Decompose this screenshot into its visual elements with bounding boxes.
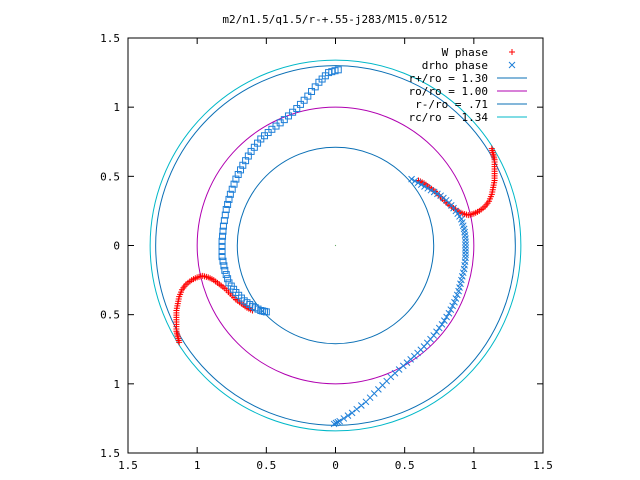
drho-phase-point: [332, 419, 340, 427]
drho-phase-point: [226, 190, 234, 198]
drho-phase-point: [435, 324, 443, 332]
drho-phase-point: [222, 271, 230, 279]
drho-phase-point: [218, 237, 226, 245]
drho-phase-point: [228, 185, 236, 193]
drho-phase-point: [300, 96, 308, 104]
y-tick-label: 1: [113, 378, 120, 391]
drho-phase-point: [445, 309, 453, 317]
drho-phase-point: [219, 227, 227, 235]
drho-phase-point: [234, 170, 242, 178]
legend-label: r+/ro = 1.30: [409, 72, 488, 85]
drho-phase-point: [357, 402, 365, 409]
drho-phase-point: [304, 92, 312, 100]
legend-marker: [508, 61, 516, 69]
drho-phase-point: [330, 420, 338, 428]
drho-phase-point: [453, 291, 461, 299]
drho-phase-point: [237, 166, 245, 174]
x-tick-label: 0.5: [256, 459, 276, 472]
drho-phase-point: [218, 253, 226, 261]
drho-phase-point: [462, 244, 469, 252]
drho-phase-point: [284, 112, 292, 120]
drho-phase-point: [224, 275, 232, 283]
circle-ro: [196, 106, 475, 385]
x-tick-label: 0: [332, 459, 339, 472]
axis-ticks: 1.5 1 0.5 0 0.5 1 1.51.510.500.511.5: [100, 32, 553, 472]
drho-phase-point: [289, 108, 297, 116]
drho-phase-point: [462, 241, 469, 249]
drho-phase-point: [462, 251, 469, 259]
drho-phase-point: [353, 405, 361, 413]
legend-label: W phase: [442, 46, 488, 59]
drho-phase-point: [408, 175, 415, 183]
drho-phase-point: [348, 409, 356, 417]
drho-phase-point: [315, 78, 323, 86]
x-tick-label: 0.5: [395, 459, 415, 472]
legend-label: rc/ro = 1.34: [409, 111, 489, 124]
x-tick-label: 1: [194, 459, 201, 472]
drho-phase-point: [451, 298, 458, 306]
drho-phase-point: [219, 232, 227, 240]
drho-phase-point: [438, 320, 446, 328]
drho-phase-point: [417, 181, 425, 188]
legend-label: ro/ro = 1.00: [409, 85, 488, 98]
x-tick-label: 1: [471, 459, 478, 472]
drho-phase-point: [311, 83, 319, 91]
y-tick-label: 0.5: [100, 170, 120, 183]
drho-phase-point: [262, 308, 270, 316]
drho-phase-point: [452, 295, 460, 302]
drho-phase-point: [218, 247, 226, 255]
drho-phase-point: [225, 195, 233, 203]
y-tick-label: 0: [113, 240, 120, 253]
drho-phase-point: [424, 184, 432, 192]
drho-phase-point: [232, 175, 240, 183]
drho-phase-point: [421, 183, 428, 190]
drho-phase-point: [462, 248, 469, 255]
drho-phase-point: [308, 87, 316, 95]
y-tick-label: 1.5: [100, 447, 120, 460]
drho-phase-point: [219, 222, 227, 230]
drho-phase-point: [220, 262, 228, 270]
legend-marker: [509, 49, 515, 55]
drho-phase-point: [293, 105, 301, 113]
drho-phase-point: [455, 287, 462, 295]
drho-phase-point: [443, 313, 450, 321]
legend-label: r-/ro = .71: [415, 98, 488, 111]
drho-phase-point: [344, 412, 352, 420]
drho-phase-point: [462, 235, 469, 242]
drho-phase-point: [411, 177, 419, 185]
drho-phase-point: [414, 179, 422, 187]
drho-phase-point: [340, 415, 348, 422]
drho-phase-point: [218, 242, 226, 250]
drho-phase-point: [239, 161, 247, 169]
drho-phase-point: [447, 306, 455, 313]
drho-phase-point: [434, 190, 441, 198]
circle-rc: [149, 59, 522, 432]
drho-phase-point: [219, 257, 227, 265]
x-tick-label: 1.5: [118, 459, 138, 472]
drho-phase-point: [221, 266, 229, 274]
drho-phase-point: [296, 100, 304, 108]
drho-phase-point: [336, 417, 344, 425]
circle-r-: [236, 146, 435, 345]
chart-title: m2/n1.5/q1.5/r-+.55-j283/M15.0/512: [222, 13, 447, 26]
drho-phase-point: [230, 180, 238, 188]
drho-phase-point: [362, 398, 370, 406]
drho-phase-point: [462, 238, 469, 246]
x-tick-label: 1.5: [533, 459, 553, 472]
drho-phase-point: [224, 200, 232, 208]
drho-phase-point: [334, 418, 342, 426]
y-tick-label: 1: [113, 101, 120, 114]
drho-phase-point: [440, 317, 448, 325]
drho-phase-point: [449, 302, 456, 310]
drho-phase-point: [427, 186, 435, 194]
drho-phase-point: [430, 188, 438, 196]
drho-phase-point: [433, 328, 440, 336]
legend-label: drho phase: [422, 59, 488, 72]
y-tick-label: 0.5: [100, 309, 120, 322]
y-tick-label: 1.5: [100, 32, 120, 45]
origin-dot: [334, 244, 337, 247]
data-points: [173, 66, 498, 428]
